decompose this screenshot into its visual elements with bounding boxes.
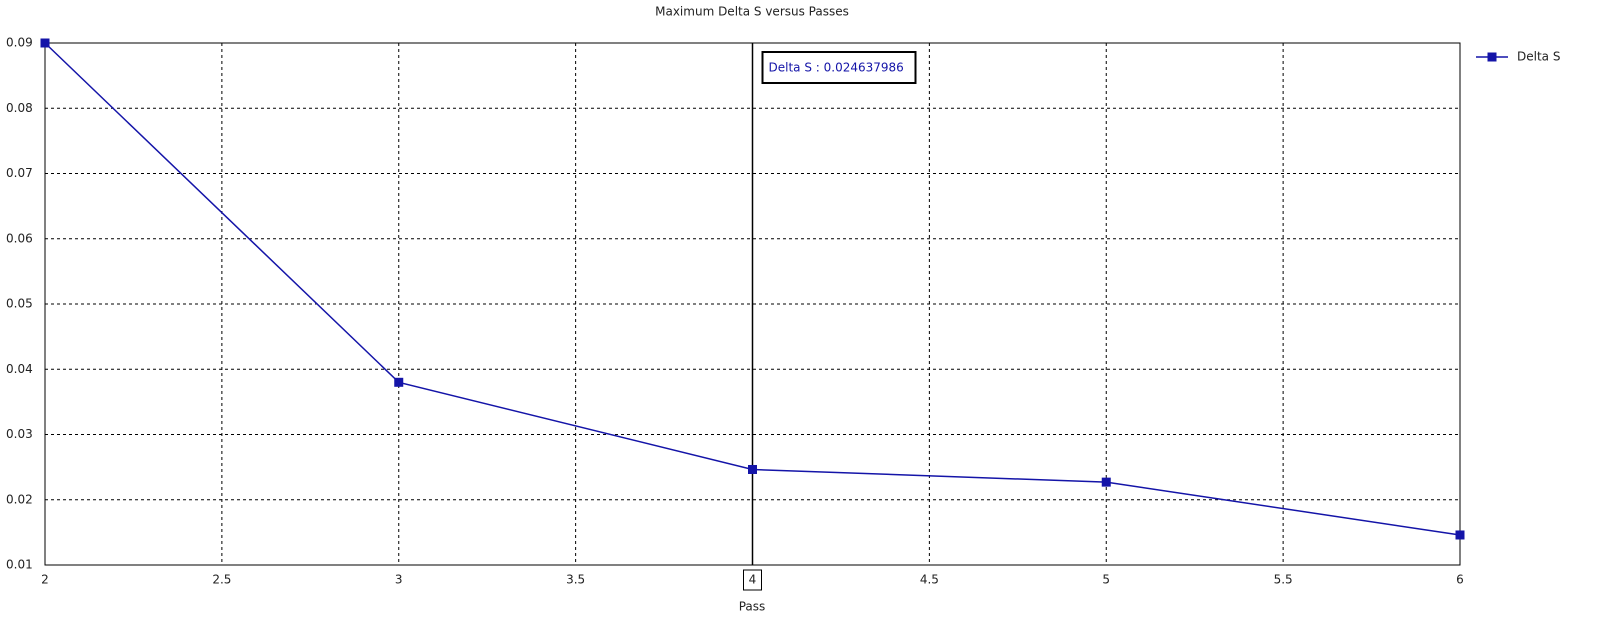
cursor-x-box xyxy=(743,569,762,591)
x-axis-label: Pass xyxy=(739,600,766,614)
y-tick-label: 0.01 xyxy=(6,558,33,572)
legend-label: Delta S xyxy=(1517,50,1560,64)
x-tick-label: 5.5 xyxy=(1274,573,1293,587)
y-tick-label: 0.05 xyxy=(6,297,33,311)
y-tick-label: 0.02 xyxy=(6,492,33,506)
cursor-label: Delta S : 0.024637986 xyxy=(769,61,904,75)
point-marker xyxy=(40,38,50,48)
x-tick-label: 2.5 xyxy=(212,573,231,587)
point-marker xyxy=(748,464,757,474)
x-tick-label: 3.5 xyxy=(566,573,585,587)
point-marker xyxy=(1455,530,1465,540)
y-tick-label: 0.09 xyxy=(6,36,33,50)
x-tick-label: 5 xyxy=(1102,573,1110,587)
x-tick-label: 4 xyxy=(749,573,757,587)
chart-title: Maximum Delta S versus Passes xyxy=(655,5,849,19)
y-tick-label: 0.04 xyxy=(6,362,33,376)
x-tick-label: 6 xyxy=(1456,573,1464,587)
x-tick-label: 4.5 xyxy=(920,573,939,587)
y-tick-label: 0.08 xyxy=(6,101,33,115)
y-tick-label: 0.03 xyxy=(6,427,33,441)
point-marker xyxy=(394,377,404,387)
legend-marker xyxy=(1487,52,1497,62)
y-tick-label: 0.06 xyxy=(6,231,33,245)
point-marker xyxy=(1101,477,1111,487)
x-tick-label: 2 xyxy=(41,573,49,587)
cursor-box xyxy=(761,51,917,84)
y-tick-label: 0.07 xyxy=(6,166,33,180)
x-tick-label: 3 xyxy=(395,573,403,587)
